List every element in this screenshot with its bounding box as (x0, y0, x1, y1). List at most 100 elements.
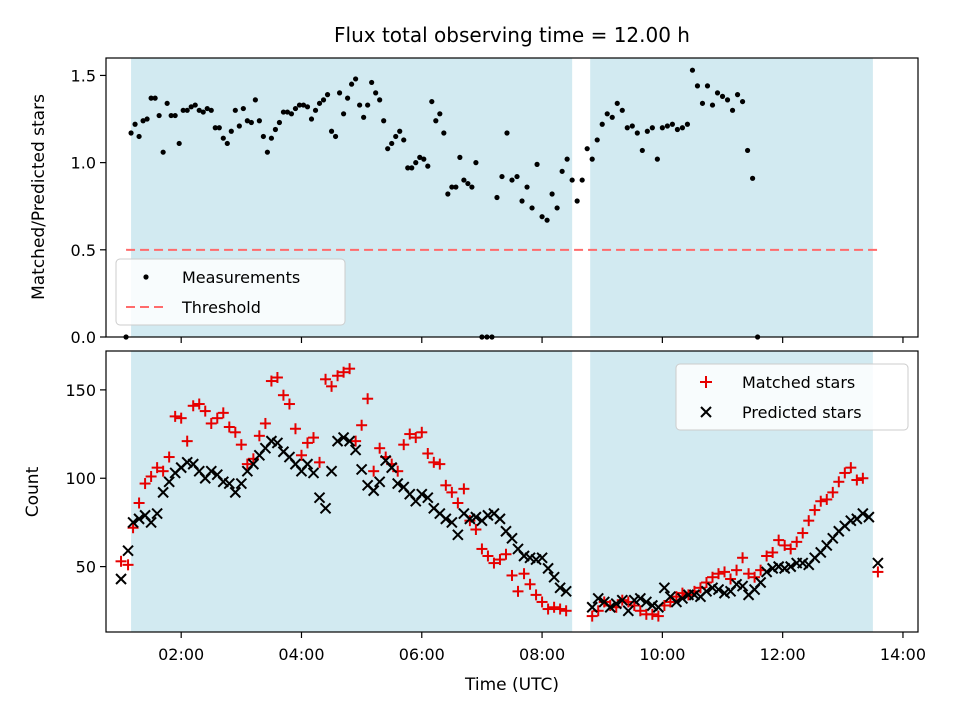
measurement-point (709, 102, 716, 108)
legend-measurement-swatch (143, 274, 149, 280)
cross-stroke (211, 469, 223, 481)
measurement-point (276, 119, 283, 126)
matched-star-marker (422, 448, 434, 460)
matched-star-marker (350, 435, 362, 447)
predicted-star-marker (325, 465, 338, 477)
matched-star-marker (634, 605, 646, 617)
predicted-star-marker (349, 444, 362, 456)
measurement-point (634, 130, 640, 136)
cross-stroke (187, 458, 199, 470)
matched-star-marker (548, 601, 560, 613)
matched-star-marker (524, 578, 536, 590)
cross-stroke (560, 585, 572, 598)
matched-star-marker (127, 522, 139, 534)
measurement-point (589, 156, 595, 162)
measurement-point (624, 125, 630, 131)
measurement-point (421, 156, 427, 162)
cross-stroke (392, 477, 404, 490)
matched-star-marker (332, 370, 344, 382)
measurement-point (280, 109, 287, 115)
y-tick-label: 1.5 (71, 66, 96, 85)
predicted-star-marker (115, 573, 127, 585)
matched-star-marker (761, 550, 773, 562)
cross-stroke (458, 507, 470, 520)
matched-star-marker (476, 543, 488, 555)
predicted-star-marker (634, 592, 647, 605)
cross-stroke (235, 477, 248, 490)
cross-stroke (319, 502, 332, 514)
legend-matched-swatch (700, 376, 712, 388)
matched-star-marker (530, 589, 542, 601)
matched-star-marker (536, 596, 548, 608)
ratio-panel: 0.0 0.5 1.0 1.5 Matched/Predicted stars Mea… (29, 57, 919, 347)
measurement-point (369, 79, 375, 86)
predicted-star-marker (586, 601, 598, 613)
legend-label: Measurements (182, 268, 300, 287)
cross-stroke (289, 458, 302, 470)
measurement-point (389, 140, 395, 147)
matched-star-marker (356, 419, 368, 431)
cross-stroke (470, 511, 482, 523)
chart-title: Flux total observing time = 12.00 h (334, 23, 690, 47)
measurement-point (564, 156, 570, 162)
ratio-legend: Measurements Threshold (115, 258, 346, 326)
matched-star-marker (193, 398, 205, 410)
matched-star-marker (452, 497, 464, 509)
predicted-star-marker (872, 557, 884, 569)
predicted-star-marker (127, 516, 139, 529)
measurement-point (220, 135, 226, 141)
matched-star-marker (749, 571, 761, 583)
cross-stroke (127, 516, 139, 529)
measurement-point (264, 149, 270, 155)
matched-star-marker (506, 569, 518, 581)
measurement-point (549, 191, 555, 197)
matched-star-marker (404, 428, 416, 440)
cross-stroke (277, 446, 290, 458)
matched-star-marker (428, 456, 440, 468)
matched-star-marker (773, 534, 785, 546)
matched-star-marker (482, 550, 494, 562)
cross-stroke (122, 544, 134, 557)
measurement-point (441, 130, 447, 136)
measurement-point (584, 146, 590, 152)
measurement-point (357, 102, 363, 108)
predicted-star-marker (592, 592, 604, 605)
measurement-point (704, 83, 711, 89)
measurement-point (749, 175, 756, 181)
matched-star-marker (151, 462, 163, 474)
predicted-star-marker (163, 476, 175, 488)
predicted-star-marker (754, 576, 767, 589)
cross-stroke (863, 511, 875, 523)
predicted-star-marker (416, 488, 428, 500)
cross-stroke (283, 451, 296, 463)
cross-stroke (331, 435, 344, 447)
measurement-point (659, 125, 665, 131)
cross-stroke (512, 543, 524, 555)
predicted-star-marker (554, 582, 566, 594)
matched-star-marker (827, 486, 839, 498)
measurement-point (569, 177, 575, 183)
cross-stroke (265, 435, 278, 447)
measurement-point (308, 116, 315, 122)
predicted-star-marker (760, 566, 773, 578)
measurement-point (312, 107, 319, 113)
cross-stroke (440, 513, 452, 525)
measurement-point (132, 121, 138, 127)
cross-stroke (115, 573, 127, 585)
cross-stroke (586, 601, 598, 613)
measurement-point (324, 92, 331, 98)
predicted-star-marker (542, 562, 554, 575)
matched-star-marker (265, 375, 277, 387)
measurement-point (140, 118, 146, 124)
cross-stroke (163, 476, 175, 488)
cross-stroke (223, 477, 236, 490)
predicted-star-marker (470, 511, 482, 523)
matched-star-marker (241, 458, 253, 470)
cross-stroke (157, 486, 169, 499)
measurement-point (684, 121, 691, 127)
cross-stroke (416, 488, 428, 500)
matched-star-marker (211, 412, 223, 424)
cross-stroke (700, 585, 713, 598)
matched-star-marker (326, 380, 338, 392)
cross-stroke (688, 589, 701, 601)
